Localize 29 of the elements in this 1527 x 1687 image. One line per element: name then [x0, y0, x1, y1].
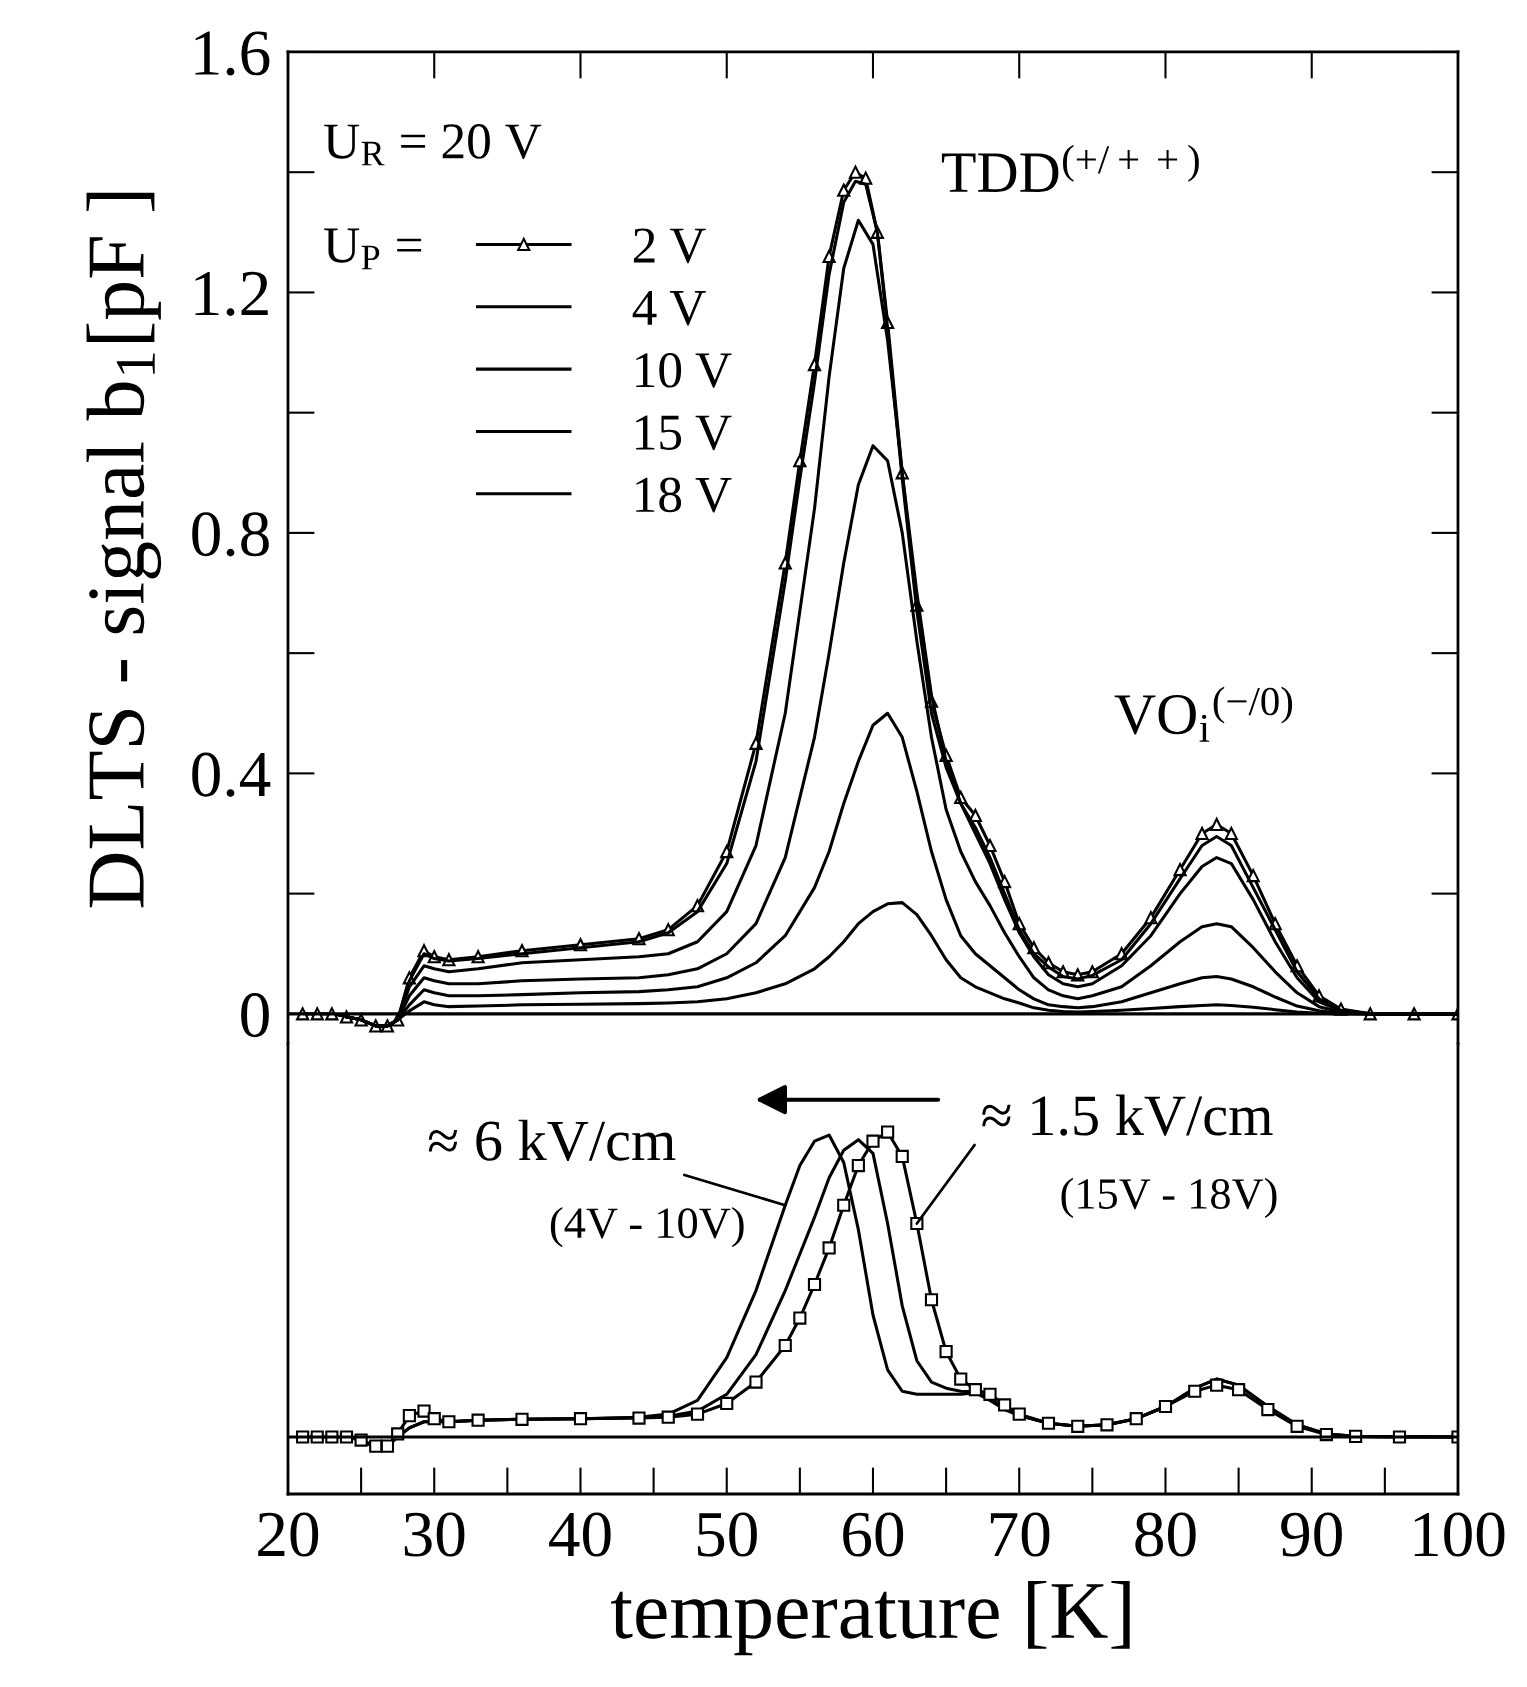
annotation: ≈ 6 kV/cm	[428, 1119, 676, 1161]
legend-label: 15 V	[636, 415, 732, 451]
y-tick-label: 0.8	[192, 512, 269, 557]
annotation: U$_{R}$ = 20 V	[324, 124, 542, 166]
x-tick-label: 20	[258, 1512, 319, 1557]
annotation: U$_{P}$ =	[324, 228, 422, 270]
x-tick-label: 60	[843, 1512, 904, 1557]
annotation: TDD$^{(+/++)}$	[941, 144, 1199, 192]
x-tick-label: 40	[549, 1512, 611, 1557]
x-axis-title: temperature [K]	[611, 1580, 1130, 1656]
x-tick-label: 90	[1281, 1512, 1342, 1557]
y-tick-label: 0.4	[192, 752, 271, 797]
legend-label: 10 V	[636, 352, 732, 388]
y-axis-title: DLTS - signal b$_{1}$[pF ]	[86, 192, 162, 908]
annotation: VO$_{i}$$^{(−/0)}$	[1114, 686, 1293, 742]
annotation: ≈ 1.5 kV/cm	[982, 1094, 1273, 1136]
y-tick-label: 0	[241, 993, 269, 1038]
annotation: (15V - 18V)	[1061, 1177, 1277, 1218]
x-tick-label: 50	[697, 1512, 757, 1557]
legend-label: 2 V	[633, 228, 706, 264]
legend-label: 18 V	[636, 477, 732, 513]
x-tick-label: 30	[404, 1512, 465, 1557]
x-tick-label: 80	[1135, 1512, 1196, 1557]
legend-label: 4 V	[632, 290, 706, 326]
y-tick-label: 1.6	[195, 31, 270, 76]
x-tick-label: 100	[1414, 1512, 1505, 1557]
annotation: (4V - 10V)	[550, 1206, 744, 1248]
x-tick-label: 70	[990, 1512, 1050, 1557]
y-tick-label: 1.2	[195, 271, 268, 317]
